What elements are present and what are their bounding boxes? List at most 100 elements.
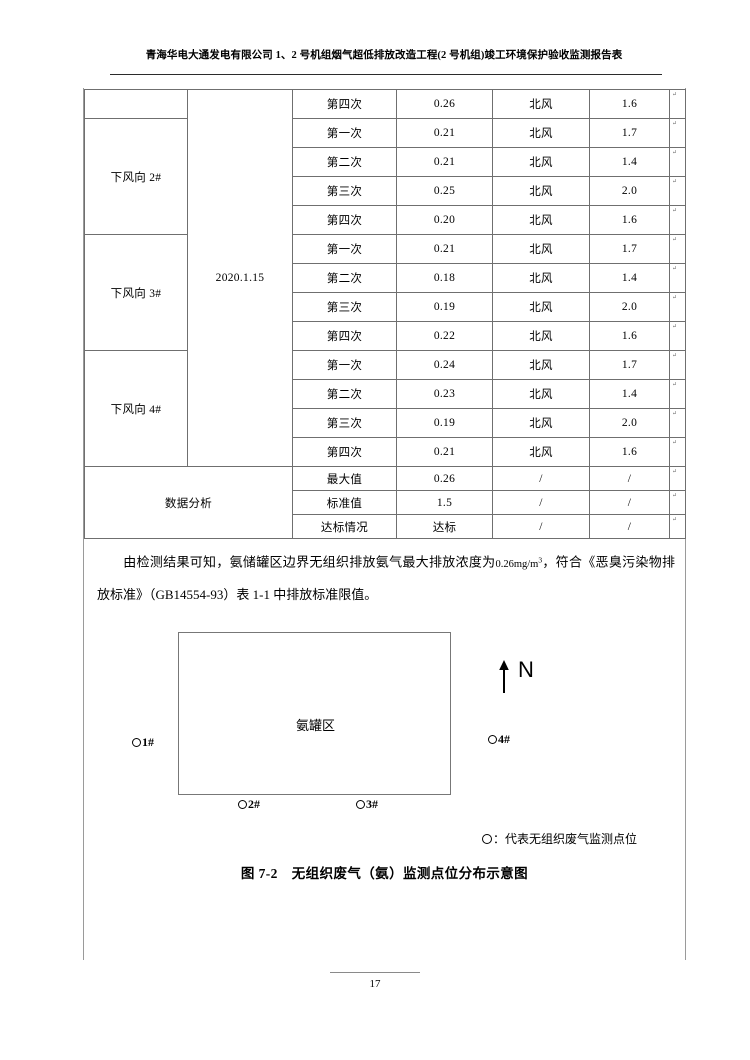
paragraph-text-part1: 由检测结果可知，氨储罐区边界无组织排放氨气最大排放浓度为 <box>123 554 496 570</box>
circle-icon <box>488 735 497 744</box>
cell-wind-direction: 北风 <box>492 263 590 293</box>
cell-wind-direction: 北风 <box>492 234 590 264</box>
cell-value: 0.25 <box>396 176 493 206</box>
paragraph-mark-cell: ↵ <box>669 118 686 148</box>
paragraph-mark-cell: ↵ <box>669 408 686 438</box>
diagram-legend: ：代表无组织废气监测点位 <box>482 830 637 847</box>
cell-analysis-key: 标准值 <box>292 490 397 515</box>
monitoring-data-table-wrap: 2020.1.15 第四次 0.26 北风 1.6 ↵ 下风向 2# 第一次 0… <box>84 89 686 539</box>
table-row-analysis: 数据分析 最大值 0.26 / / ↵ <box>84 466 686 539</box>
circle-icon <box>238 800 247 809</box>
monitoring-point-diagram: 氨罐区 1# 4# 2# 3# N ：代表无组织废气监测点位 <box>84 612 685 902</box>
table-row: 2020.1.15 第四次 0.26 北风 1.6 ↵ <box>84 89 686 467</box>
paragraph-mark-cell: ↵ <box>669 437 686 467</box>
cell-wind-speed: 1.7 <box>589 350 670 380</box>
cell-site: 下风向 4# <box>84 350 188 467</box>
header-divider <box>110 74 662 75</box>
ammonia-tank-area-box: 氨罐区 <box>178 632 451 795</box>
figure-title: 无组织废气（氨）监测点位分布示意图 <box>291 866 529 881</box>
cell-wind-speed: 1.6 <box>589 321 670 351</box>
cell-wind-direction: 北风 <box>492 147 590 177</box>
monitoring-point-3-label: 3# <box>366 797 378 811</box>
cell-value: 0.26 <box>396 89 493 119</box>
monitoring-point-2-label: 2# <box>248 797 260 811</box>
monitoring-point-2: 2# <box>238 797 260 812</box>
cell-analysis-label: 数据分析 <box>84 466 293 539</box>
cell-wind-speed: 1.4 <box>589 379 670 409</box>
paragraph-value-number: 0.26 <box>495 558 514 570</box>
paragraph-mark-icon: ↵ <box>672 411 678 417</box>
table-row: 第四次 0.22 北风 1.6 ↵ <box>85 321 686 351</box>
cell-wind-speed: 1.7 <box>589 234 670 264</box>
paragraph-mark-cell: ↵ <box>669 514 686 539</box>
paragraph-mark-cell: ↵ <box>669 466 686 491</box>
monitoring-point-4-label: 4# <box>498 732 510 746</box>
cell-value: 0.20 <box>396 205 493 235</box>
paragraph-text-part2: ，符合《恶臭污染物排放标准》（GB14554-93）表 1-1 中排放标准限值。 <box>97 554 675 602</box>
circle-icon <box>482 834 492 844</box>
cell-analysis-wind: / <box>492 514 590 539</box>
cell-value: 0.22 <box>396 321 493 351</box>
cell-frequency: 第四次 <box>292 321 397 351</box>
paragraph-mark-icon: ↵ <box>672 353 678 359</box>
cell-site: 下风向 2# <box>84 118 188 235</box>
monitoring-point-1: 1# <box>132 735 154 750</box>
paragraph-mark-cell: ↵ <box>669 234 686 264</box>
cell-value: 0.18 <box>396 263 493 293</box>
cell-value: 0.21 <box>396 118 493 148</box>
paragraph-mark-cell: ↵ <box>669 147 686 177</box>
cell-frequency: 第一次 <box>292 350 397 380</box>
cell-value: 0.21 <box>396 234 493 264</box>
cell-wind-direction: 北风 <box>492 437 590 467</box>
cell-frequency: 第四次 <box>292 437 397 467</box>
paragraph-mark-icon: ↵ <box>672 440 678 446</box>
cell-wind-direction: 北风 <box>492 205 590 235</box>
cell-frequency: 第二次 <box>292 379 397 409</box>
cell-date: 2020.1.15 <box>187 89 293 467</box>
cell-wind-direction: 北风 <box>492 176 590 206</box>
table-row: 下风向 4# 第一次 0.24 北风 1.7 ↵ <box>84 350 686 467</box>
north-label: N <box>518 657 534 682</box>
paragraph-mark-icon: ↵ <box>672 179 678 185</box>
paragraph-mark-cell: ↵ <box>669 321 686 351</box>
cell-analysis-key: 达标情况 <box>292 514 397 539</box>
cell-frequency: 第三次 <box>292 408 397 438</box>
cell-value: 0.19 <box>396 408 493 438</box>
circle-icon <box>356 800 365 809</box>
cell-analysis-value: 1.5 <box>396 490 493 515</box>
cell-analysis-wind: / <box>492 466 590 491</box>
cell-value: 0.24 <box>396 350 493 380</box>
circle-icon <box>132 738 141 747</box>
cell-wind-speed: 1.6 <box>589 437 670 467</box>
conclusion-paragraph: 由检测结果可知，氨储罐区边界无组织排放氨气最大排放浓度为0.26mg/m3，符合… <box>97 545 675 610</box>
cell-analysis-wind: / <box>492 490 590 515</box>
cell-frequency: 第四次 <box>292 89 397 119</box>
cell-wind-speed: 1.6 <box>589 89 670 119</box>
cell-analysis-value: 0.26 <box>396 466 493 491</box>
cell-frequency: 第二次 <box>292 147 397 177</box>
paragraph-mark-icon: ↵ <box>672 150 678 156</box>
cell-analysis-value: 达标 <box>396 514 493 539</box>
paragraph-mark-icon: ↵ <box>672 121 678 127</box>
cell-frequency: 第二次 <box>292 263 397 293</box>
table-row-analysis: 达标情况 达标 / / ↵ <box>85 514 686 539</box>
cell-wind-direction: 北风 <box>492 379 590 409</box>
table-row: 下风向 3# 第一次 0.21 北风 1.7 ↵ <box>84 234 686 351</box>
paragraph-mark-cell: ↵ <box>669 176 686 206</box>
cell-wind-direction: 北风 <box>492 408 590 438</box>
footer-divider <box>330 972 420 973</box>
paragraph-value-unit: mg/m <box>513 558 539 570</box>
ammonia-tank-area-label: 氨罐区 <box>295 718 335 733</box>
cell-wind-speed: 2.0 <box>589 292 670 322</box>
table-row: 下风向 2# 第一次 0.21 北风 1.7 ↵ <box>84 118 686 235</box>
cell-analysis-speed: / <box>589 490 670 515</box>
page-number: 17 <box>369 978 381 990</box>
paragraph-value-unit-exponent: 3 <box>538 555 543 564</box>
cell-wind-direction: 北风 <box>492 350 590 380</box>
paragraph-mark-icon: ↵ <box>672 493 678 499</box>
paragraph-mark-cell: ↵ <box>669 379 686 409</box>
cell-frequency: 第三次 <box>292 292 397 322</box>
cell-analysis-speed: / <box>589 466 670 491</box>
table-row: 第四次 0.21 北风 1.6 ↵ <box>85 437 686 467</box>
